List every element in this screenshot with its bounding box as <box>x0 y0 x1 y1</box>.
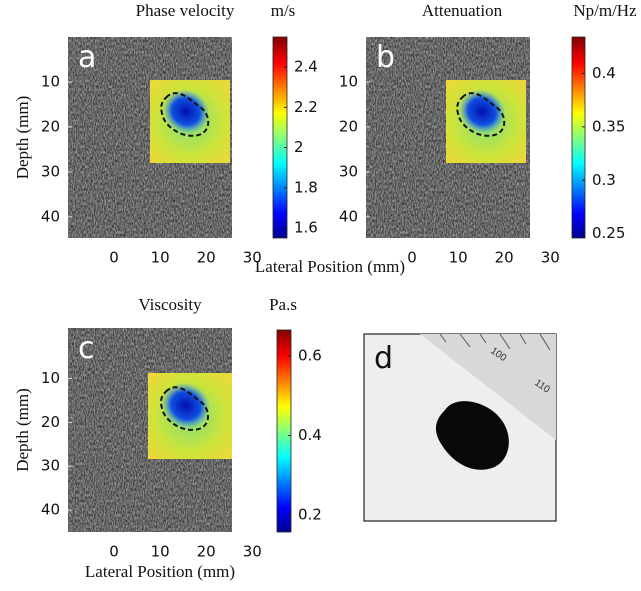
colorbar <box>276 329 292 533</box>
panel-letter: c <box>78 331 95 366</box>
colorbar-tick-label: 2.4 <box>294 58 318 76</box>
colorbar-tick-label: 0.35 <box>592 117 625 135</box>
inclusion-outline <box>160 92 210 137</box>
ruler-ticks <box>439 333 551 351</box>
y-tick-label: 40 <box>41 501 60 519</box>
panel-letter: a <box>78 40 96 75</box>
panel-title: Attenuation <box>422 1 503 20</box>
colorbar-tick-label: 1.6 <box>294 218 318 236</box>
x-tick-label: 30 <box>243 249 262 267</box>
y-tick-label: 20 <box>41 117 60 135</box>
colorbar-tick-label: 0.3 <box>592 171 616 189</box>
colorbar-unit: Pa.s <box>269 295 297 314</box>
panel-title: Phase velocity <box>136 1 235 20</box>
panel-letter: d <box>374 341 393 376</box>
y-tick-label: 20 <box>339 117 358 135</box>
inclusion-outline <box>160 386 210 431</box>
y-tick-label: 10 <box>339 72 358 90</box>
x-axis-label: Lateral Position (mm) <box>85 562 235 581</box>
y-tick-label: 30 <box>41 457 60 475</box>
inclusion-map <box>162 89 210 134</box>
colorbar-tick-label: 1.8 <box>294 178 318 196</box>
colorbar-tick-label: 0.6 <box>298 347 322 365</box>
colorbar <box>571 36 586 239</box>
colorbar-tick-label: 2.2 <box>294 98 318 116</box>
x-tick-label: 10 <box>151 249 170 267</box>
x-tick-label: 20 <box>197 249 216 267</box>
colorbar <box>272 36 288 239</box>
x-tick-label: 20 <box>197 543 216 561</box>
panel-title: Viscosity <box>138 295 202 314</box>
colorbar-unit: m/s <box>271 1 296 20</box>
inclusion-map <box>161 382 211 429</box>
x-tick-label: 20 <box>495 249 514 267</box>
x-tick-label: 0 <box>109 543 119 561</box>
panel-letter: b <box>376 40 395 75</box>
x-tick-label: 10 <box>449 249 468 267</box>
colorbar-tick-label: 0.4 <box>298 426 322 444</box>
ruler <box>420 334 556 440</box>
y-tick-label: 10 <box>41 369 60 387</box>
y-axis-label: Depth (mm) <box>13 96 32 180</box>
y-axis-label: Depth (mm) <box>13 388 32 472</box>
y-tick-label: 40 <box>339 207 358 225</box>
x-tick-label: 10 <box>151 543 170 561</box>
y-tick-label: 30 <box>339 162 358 180</box>
y-tick-label: 40 <box>41 207 60 225</box>
specimen <box>435 401 509 470</box>
x-axis-label: Lateral Position (mm) <box>255 257 405 276</box>
colorbar-unit: Np/m/Hz <box>573 1 637 20</box>
inclusion-outline <box>456 92 506 137</box>
y-tick-label: 10 <box>41 72 60 90</box>
y-tick-label: 30 <box>41 162 60 180</box>
y-tick-label: 20 <box>41 413 60 431</box>
x-tick-label: 30 <box>243 543 262 561</box>
colorbar-tick-label: 0.4 <box>592 64 616 82</box>
x-tick-label: 30 <box>541 249 560 267</box>
x-tick-label: 0 <box>407 249 417 267</box>
colorbar-tick-label: 2 <box>294 138 304 156</box>
colorbar-tick-label: 0.25 <box>592 224 625 242</box>
colorbar-tick-label: 0.2 <box>298 505 322 523</box>
x-tick-label: 0 <box>109 249 119 267</box>
inclusion-map <box>458 89 506 134</box>
